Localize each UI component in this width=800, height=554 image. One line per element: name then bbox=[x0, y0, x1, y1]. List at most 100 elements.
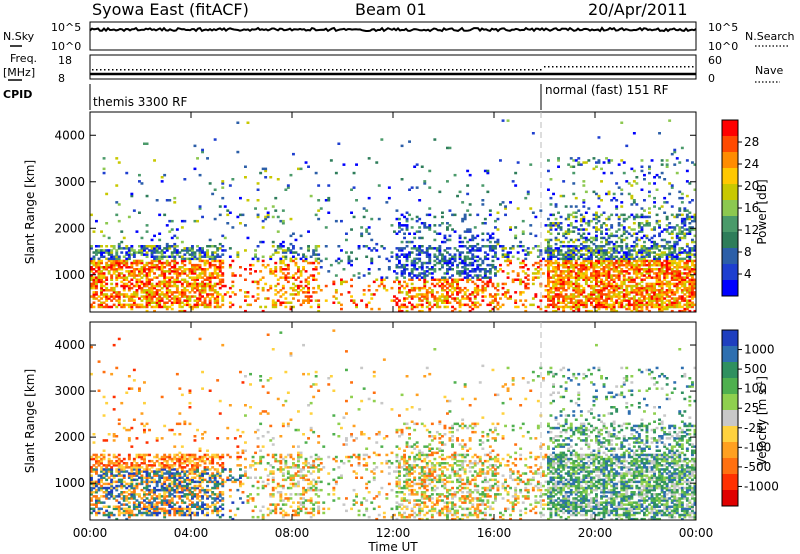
power-echo-cell bbox=[430, 266, 434, 269]
power-echo-cell bbox=[372, 293, 376, 296]
power-echo-cell bbox=[92, 276, 96, 279]
power-echo-cell bbox=[658, 307, 661, 311]
power-echo-cell bbox=[607, 161, 611, 164]
power-echo-cell bbox=[673, 257, 677, 261]
power-echo-cell bbox=[198, 205, 202, 208]
power-echo-cell bbox=[494, 286, 497, 290]
power-echo-cell bbox=[683, 261, 687, 265]
power-echo-cell bbox=[180, 261, 184, 265]
power-echo-cell bbox=[496, 242, 500, 246]
power-echo-cell bbox=[544, 263, 548, 267]
velocity-echo-cell bbox=[120, 491, 124, 494]
power-echo-cell bbox=[562, 307, 566, 311]
power-echo-cell bbox=[466, 251, 470, 254]
power-echo-cell bbox=[693, 309, 697, 313]
power-echo-cell bbox=[256, 257, 260, 261]
power-echo-cell bbox=[534, 293, 538, 296]
power-echo-cell bbox=[420, 293, 424, 296]
power-echo-cell bbox=[117, 303, 121, 307]
power-echo-cell bbox=[600, 253, 603, 256]
power-echo-cell bbox=[557, 282, 560, 286]
power-echo-cell bbox=[105, 249, 109, 252]
power-echo-cell bbox=[680, 146, 684, 150]
power-echo-cell bbox=[196, 299, 199, 302]
power-echo-cell bbox=[428, 257, 432, 261]
power-echo-cell bbox=[208, 266, 212, 269]
power-echo-cell bbox=[377, 307, 381, 311]
power-echo-cell bbox=[218, 282, 222, 286]
power-echo-cell bbox=[150, 305, 154, 309]
power-echo-cell bbox=[127, 295, 131, 298]
power-echo-cell bbox=[140, 305, 144, 309]
power-echo-cell bbox=[117, 242, 121, 246]
velocity-echo-cell bbox=[112, 513, 116, 517]
power-echo-cell bbox=[410, 289, 414, 292]
nave-dot bbox=[516, 69, 518, 71]
power-echo-cell bbox=[342, 268, 346, 271]
power-echo-cell bbox=[559, 222, 563, 225]
power-echo-cell bbox=[653, 257, 656, 261]
power-echo-cell bbox=[678, 213, 682, 217]
power-echo-cell bbox=[678, 226, 682, 229]
power-echo-cell bbox=[620, 299, 624, 302]
power-echo-cell bbox=[158, 289, 162, 292]
velocity-echo-cell bbox=[97, 480, 101, 484]
power-echo-cell bbox=[597, 228, 601, 231]
power-echo-cell bbox=[208, 263, 212, 267]
power-echo-cell bbox=[501, 282, 505, 286]
power-echo-cell bbox=[665, 280, 669, 284]
power-echo-cell bbox=[648, 182, 651, 185]
power-echo-cell bbox=[208, 182, 212, 185]
velocity-echo-cell bbox=[130, 426, 134, 430]
power-echo-cell bbox=[102, 305, 106, 309]
power-echo-cell bbox=[307, 261, 310, 265]
velocity-echo-cell bbox=[122, 468, 126, 471]
power-echo-cell bbox=[600, 224, 603, 227]
power-echo-cell bbox=[637, 286, 641, 290]
power-echo-cell bbox=[461, 289, 465, 292]
velocity-echo-cell bbox=[90, 470, 93, 473]
power-echo-cell bbox=[370, 259, 374, 263]
power-echo-cell bbox=[244, 176, 247, 179]
power-echo-cell bbox=[600, 167, 603, 171]
power-echo-cell bbox=[425, 247, 429, 250]
power-echo-cell bbox=[610, 224, 614, 227]
power-echo-cell bbox=[670, 251, 674, 254]
power-echo-cell bbox=[582, 247, 586, 250]
power-echo-cell bbox=[595, 272, 598, 275]
power-echo-cell bbox=[110, 276, 114, 279]
power-echo-cell bbox=[524, 253, 528, 256]
power-echo-cell bbox=[650, 247, 654, 250]
power-echo-cell bbox=[521, 259, 525, 263]
power-echo-cell bbox=[627, 272, 631, 275]
power-echo-cell bbox=[173, 266, 177, 269]
power-echo-cell bbox=[564, 280, 568, 284]
power-y-tick-label: 1000 bbox=[54, 268, 85, 282]
power-echo-cell bbox=[620, 295, 624, 298]
power-echo-cell bbox=[569, 222, 573, 225]
power-echo-cell bbox=[660, 263, 664, 267]
power-echo-cell bbox=[441, 255, 444, 258]
power-echo-cell bbox=[188, 261, 192, 265]
power-echo-cell bbox=[117, 293, 121, 296]
power-echo-cell bbox=[683, 263, 687, 267]
nave-dot bbox=[656, 66, 658, 68]
power-echo-cell bbox=[115, 263, 119, 267]
power-echo-cell bbox=[95, 249, 98, 252]
power-echo-cell bbox=[191, 282, 194, 286]
power-echo-cell bbox=[547, 257, 550, 261]
power-echo-cell bbox=[574, 215, 578, 219]
power-echo-cell bbox=[584, 161, 588, 164]
power-echo-cell bbox=[115, 270, 119, 273]
power-echo-cell bbox=[678, 295, 682, 298]
power-echo-cell bbox=[552, 274, 555, 277]
power-echo-cell bbox=[208, 299, 212, 302]
power-echo-cell bbox=[95, 251, 98, 254]
power-echo-cell bbox=[635, 213, 639, 217]
power-echo-cell bbox=[627, 259, 631, 263]
velocity-echo-cell bbox=[95, 455, 98, 459]
power-echo-cell bbox=[544, 251, 548, 254]
power-echo-cell bbox=[655, 278, 659, 281]
power-echo-cell bbox=[620, 201, 624, 204]
power-echo-cell bbox=[552, 297, 555, 300]
